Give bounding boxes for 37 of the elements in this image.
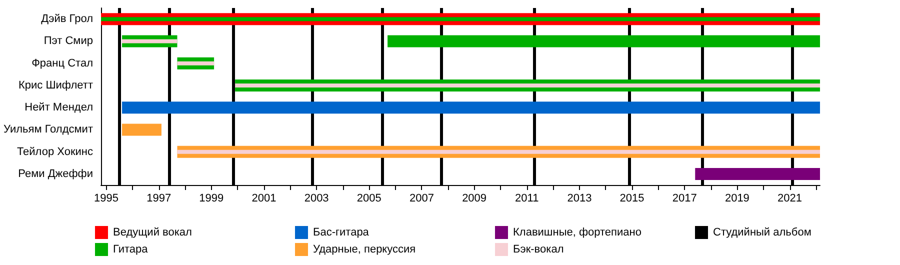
- legend-label: Бас-гитара: [313, 226, 370, 238]
- y-tick-label: Реми Джеффи: [18, 168, 93, 180]
- x-tick-label: 2017: [672, 192, 697, 204]
- bar: [122, 124, 162, 136]
- y-tick-label: Франц Стал: [32, 57, 93, 70]
- x-tick-label: 2005: [356, 192, 382, 204]
- x-tick-label: 1997: [146, 192, 172, 204]
- y-tick-label: Тейлор Хокинс: [16, 146, 94, 158]
- x-tick-label: 2009: [462, 192, 487, 204]
- x-tick-label: 1999: [199, 192, 224, 204]
- x-tick-label: 2003: [304, 192, 329, 204]
- x-tick-label: 2021: [778, 192, 802, 204]
- legend-label: Клавишные, фортепиано: [513, 226, 642, 238]
- legend-label: Гитара: [113, 244, 149, 256]
- y-tick-label: Нейт Мендел: [24, 102, 93, 114]
- x-tick-label: 1995: [94, 192, 118, 204]
- bar: [695, 168, 820, 180]
- x-tick-label: 2007: [409, 192, 434, 204]
- y-tick-label: Крис Шифлетт: [18, 79, 93, 92]
- legend-label: Ударные, перкуссия: [313, 244, 416, 256]
- legend-label: Студийный альбом: [713, 226, 812, 238]
- x-tick-label: 2019: [724, 192, 750, 204]
- x-tick-label: 2015: [620, 192, 644, 204]
- bar: [235, 83, 820, 88]
- bar: [122, 39, 178, 44]
- bar: [177, 150, 820, 154]
- bar: [122, 102, 820, 114]
- bar: [388, 35, 820, 48]
- x-tick-label: 2001: [252, 192, 276, 204]
- bar: [177, 61, 214, 66]
- legend-label: Бэк-вокал: [513, 244, 564, 256]
- y-tick-label: Уильям Голдсмит: [3, 124, 93, 136]
- legend-label: Ведущий вокал: [113, 226, 192, 238]
- x-tick-label: 2011: [515, 192, 539, 204]
- x-tick-label: 2013: [567, 192, 592, 204]
- y-tick-label: Пэт Смир: [44, 35, 93, 48]
- y-tick-label: Дэйв Грол: [41, 13, 93, 26]
